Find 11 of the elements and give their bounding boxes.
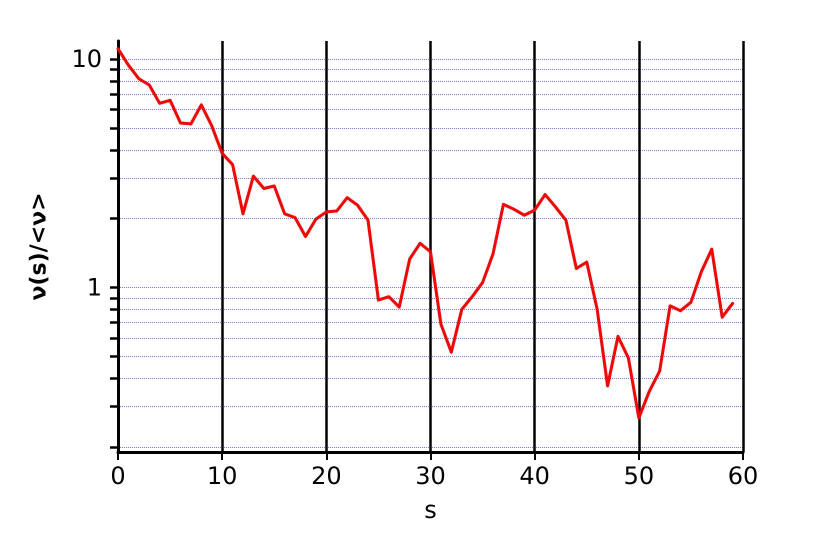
line-series [116,47,734,420]
x-tick-label: 20 [311,462,342,490]
x-tick-label: 60 [728,462,758,490]
y-axis-title: ν(s)/<ν> [26,192,52,301]
y-tick-label: 1 [86,273,102,302]
x-tick-label: 10 [206,462,238,490]
x-tick-label: 30 [415,462,446,490]
x-tick-label: 0 [110,462,126,490]
x-axis-title: s [424,496,437,524]
x-tick-label: 40 [519,462,550,490]
x-tick-label: 50 [624,462,654,490]
